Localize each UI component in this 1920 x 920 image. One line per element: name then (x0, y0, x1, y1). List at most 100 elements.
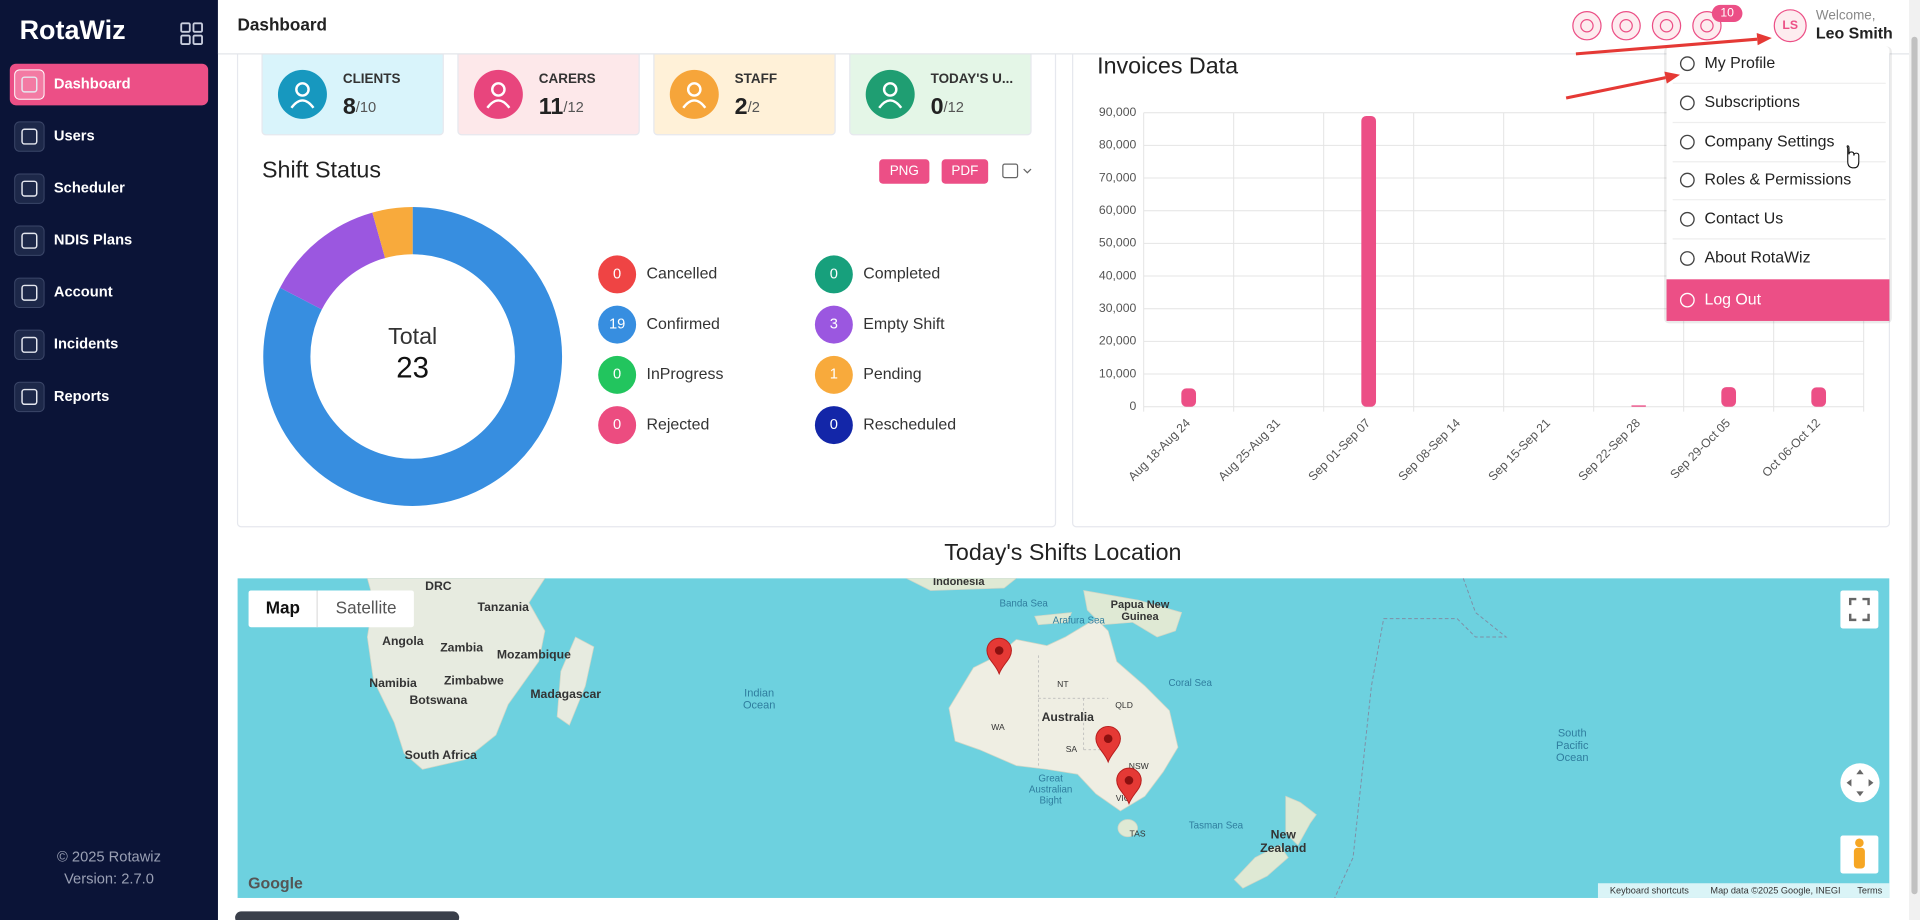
nav-label: Account (54, 285, 113, 301)
map-label: QLD (1115, 700, 1133, 710)
section-title: Today's Shifts Location (944, 539, 1181, 565)
stat-count: 11 (539, 93, 564, 119)
apps-icon (192, 22, 203, 33)
camera-control-bg (1840, 763, 1880, 803)
apps-button[interactable] (180, 22, 203, 46)
header-icon-button[interactable] (1651, 11, 1682, 41)
legend-item[interactable]: 1 Pending (814, 355, 922, 394)
nav-item[interactable]: Dashboard (9, 63, 209, 106)
land (556, 636, 595, 726)
map-attribution[interactable]: Terms (1857, 886, 1882, 896)
header-icon-glyph (1619, 18, 1633, 33)
legend-label: Confirmed (647, 316, 720, 333)
street-view-button[interactable] (1840, 835, 1879, 874)
dropdown-item[interactable]: Subscriptions (1672, 94, 1886, 124)
avatar (1773, 9, 1807, 43)
map-label: Arafura Sea (1053, 616, 1106, 627)
nav-item[interactable]: Incidents (14, 329, 119, 361)
map-pin-dot (994, 646, 1004, 655)
header-icon-button[interactable] (1572, 11, 1602, 41)
map-pin[interactable] (1095, 725, 1121, 764)
dropdown-item[interactable]: My Profile (1672, 55, 1886, 84)
bar (1181, 388, 1197, 407)
map-attribution[interactable]: Map data ©2025 Google, INEGI (1710, 886, 1840, 896)
header-icon-glyph (1580, 18, 1594, 33)
legend-item[interactable]: 3 Empty Shift (814, 305, 945, 344)
header-icon-glyph (1659, 18, 1674, 33)
map-logo: Google (248, 876, 303, 893)
dropdown-item[interactable]: Contact Us (1672, 210, 1886, 240)
legend-count: 3 (830, 317, 838, 333)
nav-icon-glyph (21, 128, 38, 145)
arrow-shaft (1575, 37, 1758, 56)
nav-item[interactable]: Account (14, 277, 113, 308)
stat-icon-glyph (295, 82, 310, 97)
nav-item[interactable]: Users (14, 121, 95, 152)
stat-card[interactable]: TODAY'S U... 0/12 (849, 45, 1032, 136)
y-tick-label: 30,000 (1099, 301, 1137, 315)
fullscreen-icon (1848, 597, 1870, 622)
apps-icon (180, 34, 191, 46)
donut-total: 23 (396, 352, 429, 385)
stat-card[interactable]: CLIENTS 8/10 (261, 45, 444, 136)
dropdown-item[interactable]: About RotaWiz (1679, 250, 1811, 267)
nav-icon-glyph (21, 180, 38, 197)
map-type-option[interactable]: Satellite (336, 597, 397, 617)
legend-item[interactable]: 0 InProgress (598, 355, 723, 394)
map-pin[interactable] (986, 637, 1012, 676)
dropdown-icon (1679, 292, 1695, 308)
bar (1721, 387, 1737, 407)
header-icon-button[interactable] (1611, 11, 1641, 41)
nav-icon-glyph (21, 232, 38, 249)
map-label: Zealand (1260, 841, 1306, 855)
legend-item[interactable]: 0 Rescheduled (814, 406, 956, 445)
y-tick-label: 10,000 (1099, 366, 1137, 380)
export-button[interactable]: PDF (941, 159, 989, 184)
fullscreen-button[interactable] (1840, 590, 1879, 629)
map-label: Zimbabwe (444, 673, 504, 687)
stat-card[interactable]: CARERS 11/12 (457, 45, 640, 136)
logo: RotaWiz (20, 15, 126, 45)
legend-count: 0 (830, 417, 838, 433)
map-pin[interactable] (1116, 767, 1142, 806)
map-label: Tanzania (478, 600, 530, 614)
donut-segment (372, 207, 414, 259)
dropdown-icon (1679, 134, 1695, 150)
nav-icon-glyph (21, 388, 38, 405)
export-button-label: PNG (890, 163, 919, 178)
legend-item[interactable]: 0 Rejected (598, 406, 709, 445)
map-type-option[interactable]: Map (266, 597, 300, 617)
dropdown-item[interactable]: Log Out (1666, 279, 1890, 321)
dropdown-item[interactable]: Roles & Permissions (1672, 171, 1886, 201)
annotation-arrow (1565, 71, 1680, 100)
user-menu-toggle[interactable]: LS Welcome, Leo Smith (1773, 7, 1893, 43)
legend-item[interactable]: 0 Cancelled (598, 255, 717, 294)
calendar-button[interactable] (1002, 163, 1032, 179)
legend-item[interactable]: 0 Completed (814, 255, 940, 294)
nav-active (9, 63, 209, 106)
camera-control[interactable] (1840, 763, 1880, 803)
nav-item[interactable]: Scheduler (14, 173, 125, 204)
dropdown-icon (1679, 211, 1695, 227)
nav-icon (14, 381, 45, 413)
user-name: Leo Smith (1816, 26, 1893, 43)
stat-icon-glyph (491, 82, 506, 97)
avatar-initials: LS (1782, 18, 1798, 32)
land (1083, 590, 1183, 638)
legend-item[interactable]: 19 Confirmed (598, 305, 720, 344)
arrow-head (1664, 71, 1680, 84)
nav-item[interactable]: NDIS Plans (14, 225, 133, 256)
stat-label: STAFF (735, 71, 777, 86)
map-label: Bight (1039, 795, 1062, 806)
notification-count: 10 (1720, 6, 1734, 20)
map-attribution[interactable]: Keyboard shortcuts (1610, 886, 1689, 896)
stat-card[interactable]: STAFF 2/2 (653, 45, 836, 136)
dropdown-label: About RotaWiz (1704, 250, 1810, 267)
dropdown-label: Contact Us (1704, 210, 1783, 227)
nav-item[interactable]: Reports (14, 381, 110, 413)
nav-icon-glyph (21, 76, 38, 93)
export-button[interactable]: PNG (879, 159, 930, 184)
